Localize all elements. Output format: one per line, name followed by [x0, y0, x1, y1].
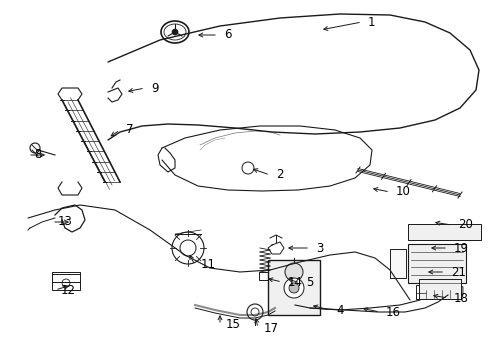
Bar [415, 285, 425, 299]
Text: 15: 15 [225, 319, 241, 332]
Bar [407, 244, 465, 283]
Bar [389, 249, 405, 278]
Text: 16: 16 [385, 306, 400, 319]
Text: 12: 12 [61, 284, 76, 297]
FancyBboxPatch shape [418, 279, 460, 299]
Text: 6: 6 [224, 28, 231, 41]
Circle shape [172, 29, 178, 35]
Text: 4: 4 [335, 303, 343, 316]
Circle shape [285, 263, 303, 281]
Text: 18: 18 [453, 292, 468, 305]
Text: 9: 9 [151, 81, 158, 94]
Bar [52, 272, 80, 282]
Bar [267, 260, 319, 315]
Bar [407, 224, 480, 240]
Text: 8: 8 [34, 148, 41, 162]
Bar [259, 272, 270, 280]
Text: 1: 1 [367, 15, 375, 28]
Text: 21: 21 [450, 265, 465, 279]
Text: 17: 17 [264, 321, 279, 334]
Text: 19: 19 [453, 242, 468, 255]
Text: 3: 3 [315, 242, 323, 255]
Circle shape [288, 283, 298, 293]
Circle shape [284, 278, 304, 298]
Text: 7: 7 [126, 123, 133, 136]
Text: 20: 20 [457, 219, 472, 231]
Text: 2: 2 [275, 168, 283, 181]
Text: 10: 10 [395, 185, 410, 198]
Text: 11: 11 [201, 258, 216, 271]
Text: 5: 5 [305, 276, 313, 289]
Bar [52, 280, 80, 290]
Text: 13: 13 [58, 216, 73, 229]
Text: 14: 14 [287, 275, 303, 288]
